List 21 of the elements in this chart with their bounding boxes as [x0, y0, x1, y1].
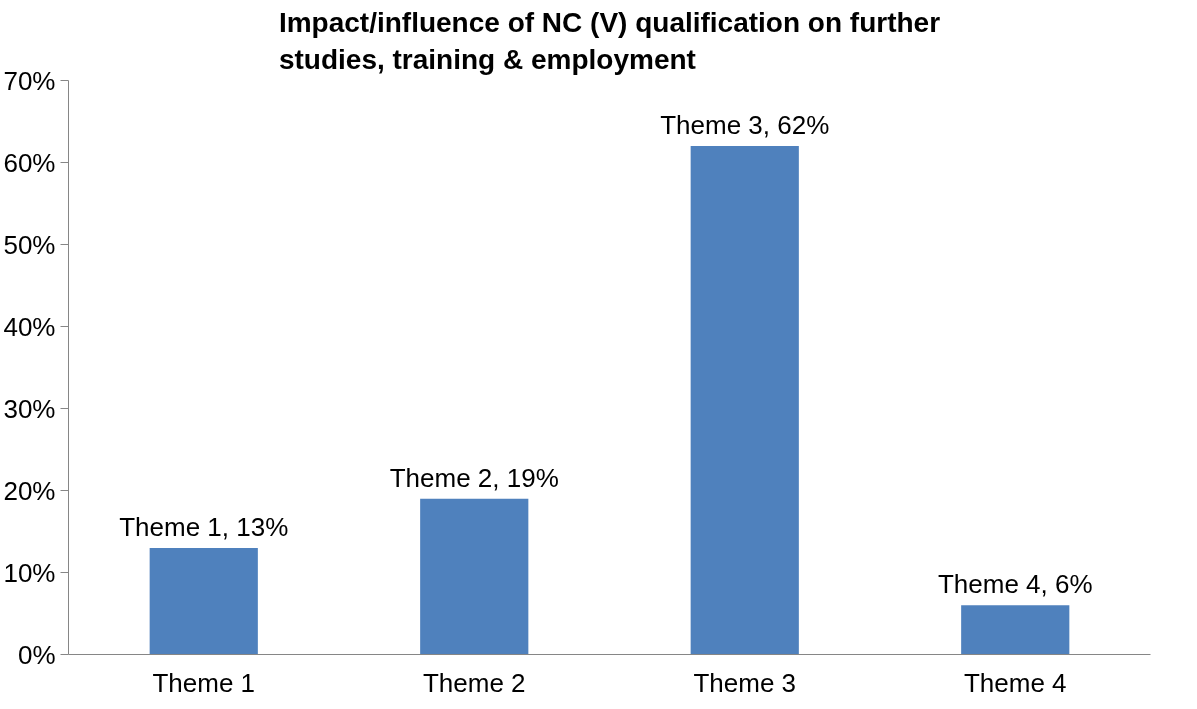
bar: [690, 146, 799, 655]
bar: [961, 605, 1070, 655]
y-tick-label: 70%: [3, 65, 56, 96]
data-label: Theme 4, 6%: [937, 569, 1093, 600]
data-label: Theme 1, 13%: [119, 511, 289, 542]
y-tick-label: 10%: [3, 557, 56, 588]
bar: [149, 547, 258, 655]
y-tick-label: 30%: [3, 393, 56, 424]
y-tick-label: 60%: [3, 147, 56, 178]
y-tick-label: 20%: [3, 475, 56, 506]
data-label: Theme 2, 19%: [389, 462, 559, 493]
y-tick-label: 0%: [17, 639, 56, 670]
chart-title: Impact/influence of NC (V) qualification on further studies, training & employment: [278, 7, 941, 76]
bar: [420, 498, 529, 655]
y-tick-label: 40%: [3, 311, 56, 342]
x-tick-label: Theme 1: [152, 667, 256, 698]
x-tick-label: Theme 3: [693, 667, 797, 698]
data-label: Theme 3, 62%: [660, 110, 830, 141]
y-tick-label: 50%: [3, 229, 56, 260]
x-tick-label: Theme 2: [422, 667, 526, 698]
x-tick-label: Theme 4: [963, 667, 1067, 698]
